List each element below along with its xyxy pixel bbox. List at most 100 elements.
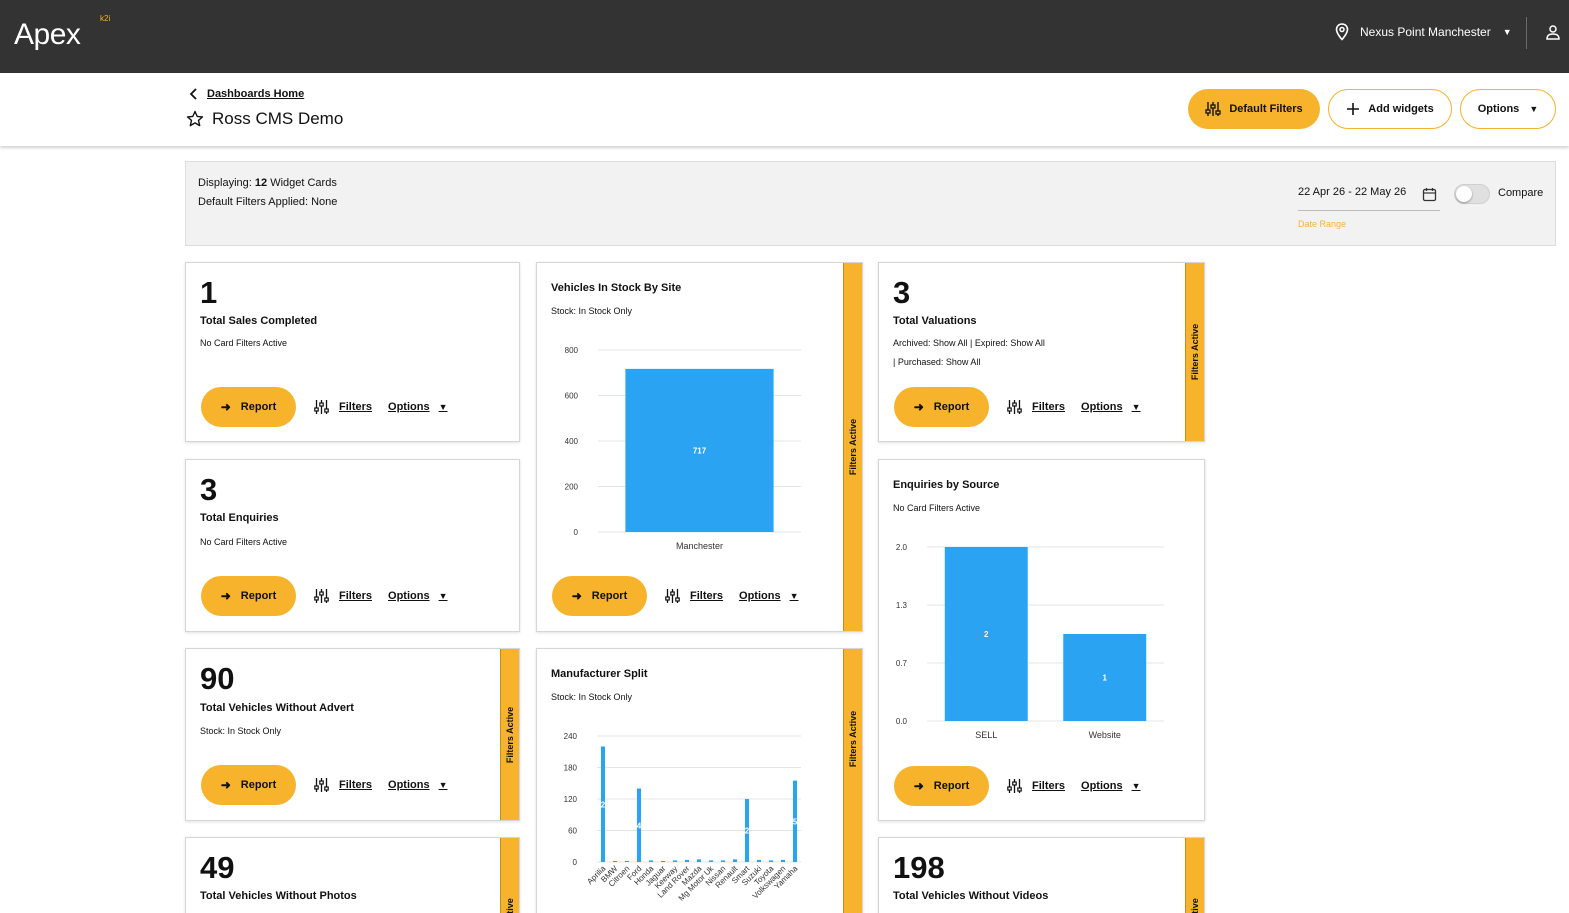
calendar-icon[interactable] bbox=[1422, 187, 1437, 202]
report-label: Report bbox=[591, 590, 628, 602]
default-filters-button[interactable]: Default Filters bbox=[1188, 89, 1320, 129]
options-button[interactable]: Options ▼ bbox=[388, 590, 447, 602]
options-button[interactable]: Options ▼ bbox=[1081, 401, 1140, 413]
logo-text: Apex bbox=[14, 18, 81, 51]
filters-button[interactable]: Filters bbox=[314, 777, 372, 793]
card-subtitle: No Card Filters Active bbox=[200, 537, 288, 547]
options-label: Options bbox=[739, 590, 781, 602]
compare-toggle[interactable] bbox=[1454, 184, 1490, 204]
report-label: Report bbox=[933, 401, 970, 413]
chevron-down-icon: ▼ bbox=[438, 780, 448, 790]
filters-button[interactable]: Filters bbox=[314, 588, 372, 604]
add-widgets-label: Add widgets bbox=[1368, 103, 1434, 115]
stock-by-site-chart: 0 200 400 600 800 717 Manchester bbox=[565, 346, 801, 551]
filters-label: Filters bbox=[1032, 401, 1066, 413]
date-range-value: 22 Apr 26 - 22 May 26 bbox=[1298, 186, 1407, 198]
card-subtitle: Stock: In Stock Only bbox=[551, 692, 633, 702]
back-link-label: Dashboards Home bbox=[207, 88, 305, 100]
card-actions: ➜ Report Filters Options ▼ bbox=[201, 576, 448, 616]
report-label: Report bbox=[933, 780, 970, 792]
date-range-label: Date Range bbox=[1298, 219, 1347, 229]
options-button[interactable]: Options ▼ bbox=[739, 590, 798, 602]
card-stock-by-site: Vehicles In Stock By Site Stock: In Stoc… bbox=[536, 262, 863, 632]
options-button[interactable]: Options ▼ bbox=[388, 401, 447, 413]
card-title: Total Vehicles Without Advert bbox=[200, 702, 354, 714]
card-subtitle: Stock: In Stock Only bbox=[551, 306, 633, 316]
plus-icon bbox=[1347, 103, 1360, 115]
page-title: Ross CMS Demo bbox=[186, 109, 343, 129]
filters-active-strip[interactable]: tive bbox=[500, 838, 519, 913]
bar bbox=[780, 859, 786, 862]
filters-active-strip[interactable]: Filters Active bbox=[500, 649, 519, 820]
apex-logo[interactable]: Apex k2i bbox=[14, 14, 110, 51]
page-title-text: Ross CMS Demo bbox=[212, 109, 344, 128]
bar-data-label: 2 bbox=[745, 827, 750, 836]
report-button[interactable]: ➜ Report bbox=[552, 576, 647, 616]
user-icon[interactable] bbox=[1545, 24, 1561, 40]
y-tick-label: 2.0 bbox=[896, 543, 908, 552]
filters-active-strip[interactable]: tive bbox=[1185, 838, 1204, 913]
y-tick-label: 240 bbox=[564, 732, 578, 741]
filters-active-strip[interactable]: Filters Active bbox=[843, 649, 862, 913]
date-range-field[interactable]: 22 Apr 26 - 22 May 26 bbox=[1298, 186, 1440, 211]
add-widgets-button[interactable]: Add widgets bbox=[1328, 89, 1452, 129]
x-tick-label: Manchester bbox=[676, 541, 723, 551]
card-title: Total Vehicles Without Photos bbox=[200, 890, 357, 902]
options-button[interactable]: Options ▼ bbox=[1081, 780, 1140, 792]
page-header: Dashboards Home Ross CMS Demo Default Fi… bbox=[0, 73, 1569, 146]
arrow-right-icon: ➜ bbox=[913, 779, 924, 793]
star-icon[interactable] bbox=[186, 110, 204, 128]
card-total-sales: 1 Total Sales Completed No Card Filters … bbox=[185, 262, 520, 442]
header-options-button[interactable]: Options ▼ bbox=[1460, 89, 1556, 129]
report-button[interactable]: ➜ Report bbox=[894, 387, 989, 427]
y-tick-label: 0 bbox=[573, 858, 578, 867]
filters-button[interactable]: Filters bbox=[1007, 399, 1065, 415]
card-subtitle-line2: | Purchased: Show All bbox=[893, 357, 981, 367]
report-button[interactable]: ➜ Report bbox=[201, 576, 296, 616]
bar bbox=[1063, 634, 1147, 721]
card-title: Enquiries by Source bbox=[893, 479, 1000, 491]
y-tick-label: 0.7 bbox=[896, 659, 908, 668]
options-button[interactable]: Options ▼ bbox=[388, 779, 447, 791]
location-pin-icon bbox=[1335, 23, 1349, 41]
x-tick-label: Website bbox=[1089, 730, 1121, 740]
options-label: Options bbox=[388, 779, 430, 791]
sliders-icon bbox=[1007, 400, 1022, 414]
y-tick-label: 1.3 bbox=[896, 601, 908, 610]
card-total-enquiries: 3 Total Enquiries No Card Filters Active… bbox=[185, 459, 520, 632]
report-button[interactable]: ➜ Report bbox=[894, 766, 989, 806]
dashboard-info-panel: Displaying: 12 Widget Cards Default Filt… bbox=[185, 161, 1556, 246]
bar bbox=[648, 860, 654, 862]
back-link[interactable]: Dashboards Home bbox=[189, 88, 304, 100]
default-filters-label: Default Filters bbox=[1229, 103, 1303, 115]
y-tick-label: 180 bbox=[564, 764, 578, 773]
widget-count: 12 bbox=[254, 177, 268, 189]
card-actions: ➜ Report Filters Options ▼ bbox=[201, 765, 448, 805]
card-title: Total Vehicles Without Videos bbox=[893, 890, 1049, 902]
report-label: Report bbox=[240, 401, 277, 413]
chevron-down-icon: ▼ bbox=[1131, 402, 1141, 412]
bar bbox=[944, 547, 1028, 721]
bar bbox=[696, 859, 702, 862]
y-tick-label: 400 bbox=[565, 437, 579, 446]
displaying-text: Displaying: 12 Widget Cards bbox=[198, 177, 337, 189]
chevron-left-icon bbox=[189, 88, 197, 100]
report-button[interactable]: ➜ Report bbox=[201, 765, 296, 805]
report-label: Report bbox=[240, 590, 277, 602]
report-button[interactable]: ➜ Report bbox=[201, 387, 296, 427]
sliders-icon bbox=[314, 400, 329, 414]
filters-button[interactable]: Filters bbox=[665, 588, 723, 604]
card-value: 90 bbox=[200, 661, 235, 696]
chevron-down-icon: ▼ bbox=[1529, 104, 1539, 114]
filters-button[interactable]: Filters bbox=[1007, 778, 1065, 794]
site-selector[interactable]: Nexus Point Manchester ▼ bbox=[1334, 22, 1512, 42]
card-without-photos: 49 Total Vehicles Without Photos tive bbox=[185, 837, 520, 913]
y-tick-label: 0 bbox=[574, 528, 579, 537]
filters-button[interactable]: Filters bbox=[314, 399, 372, 415]
filters-active-strip[interactable]: Filters Active bbox=[843, 263, 862, 631]
y-tick-label: 200 bbox=[565, 483, 579, 492]
options-label: Options bbox=[388, 401, 430, 413]
filters-label: Filters bbox=[690, 590, 724, 602]
filters-active-strip[interactable]: Filters Active bbox=[1185, 263, 1204, 441]
filters-active-label: tive bbox=[505, 898, 515, 913]
